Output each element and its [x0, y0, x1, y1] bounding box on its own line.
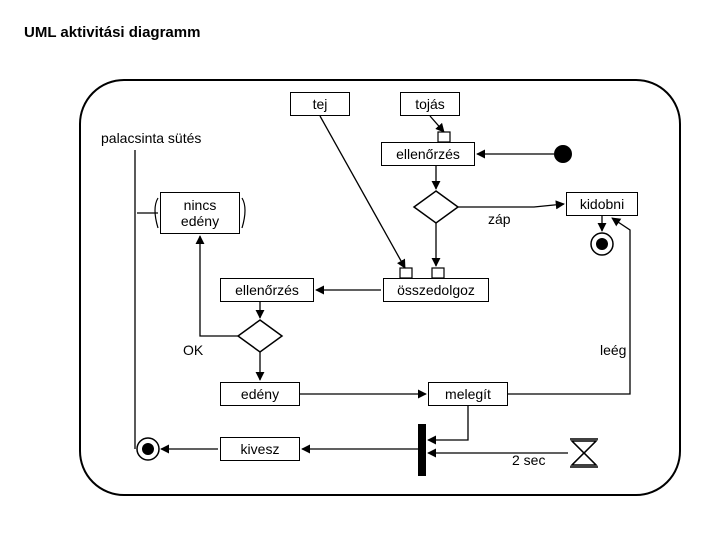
decision-2-icon: [238, 320, 282, 352]
node-label: kivesz: [241, 441, 280, 457]
label-ok: OK: [183, 342, 203, 358]
initial-node-icon: [554, 145, 572, 163]
node-tojas: tojás: [400, 92, 460, 116]
node-label: melegít: [445, 386, 491, 402]
label-2sec: 2 sec: [512, 452, 545, 468]
label-leeg: leég: [600, 342, 626, 358]
decision-1-icon: [414, 191, 458, 223]
pin-icon: [400, 268, 412, 278]
connector-right-icon: [242, 198, 245, 228]
subject-label: palacsinta sütés: [101, 130, 201, 146]
node-nincs-edeny: nincs edény: [160, 192, 240, 234]
node-label: nincs edény: [181, 197, 219, 229]
final-node-icon: [591, 233, 613, 255]
node-label: ellenőrzés: [235, 282, 299, 298]
pin-icon: [438, 132, 450, 142]
node-edeny: edény: [220, 382, 300, 406]
final-node-2-icon: [137, 438, 159, 460]
node-ellenorzes-1: ellenőrzés: [381, 142, 475, 166]
node-label: tojás: [415, 96, 445, 112]
join-bar-icon: [418, 424, 426, 476]
node-label: edény: [241, 386, 279, 402]
diagram-svg: [0, 0, 720, 540]
node-label: tej: [313, 96, 328, 112]
node-tej: tej: [290, 92, 350, 116]
diagram-canvas: UML aktivitási diagramm tej tojás ellenő…: [0, 0, 720, 540]
node-label: ellenőrzés: [396, 146, 460, 162]
diagram-title: UML aktivitási diagramm: [24, 24, 200, 41]
node-label: összedolgoz: [397, 282, 475, 298]
pin-icon: [432, 268, 444, 278]
label-zap: záp: [488, 211, 511, 227]
node-ellenorzes-2: ellenőrzés: [220, 278, 314, 302]
connector-left-icon: [155, 198, 158, 228]
node-label: kidobni: [580, 196, 624, 212]
node-osszedolgoz: összedolgoz: [383, 278, 489, 302]
node-kidobni: kidobni: [566, 192, 638, 216]
hourglass-icon: [570, 439, 598, 467]
node-kivesz: kivesz: [220, 437, 300, 461]
node-melegit: melegít: [428, 382, 508, 406]
